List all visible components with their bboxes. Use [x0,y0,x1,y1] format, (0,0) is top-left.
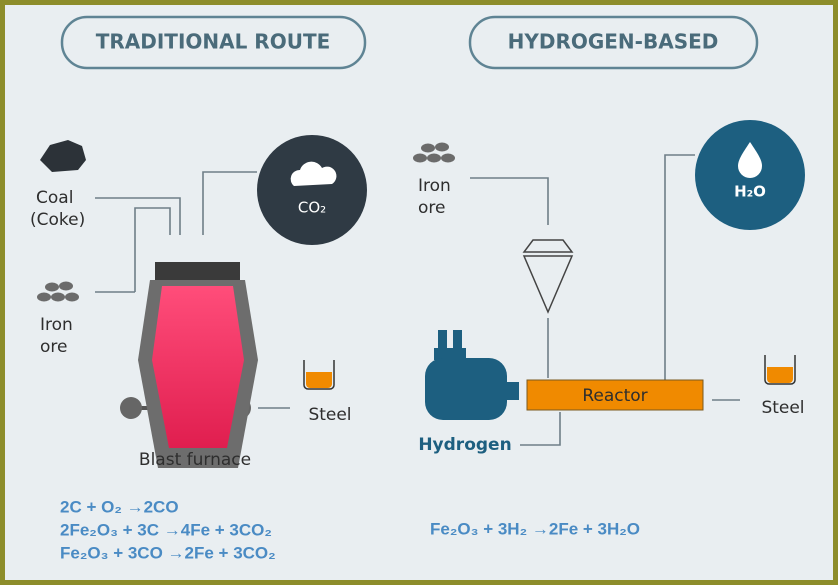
connector [134,207,171,292]
iron-ore-label: Iron [40,315,73,335]
steel-label: Steel [308,405,351,425]
steel-fill [767,367,793,383]
iron-ore-label: Iron [418,176,451,196]
connector [202,171,257,235]
hydrogen-label: Hydrogen [418,435,511,455]
steel-fill [306,372,332,388]
furnace-top [155,262,240,280]
coal-label: Coal [36,188,73,208]
connector [664,154,695,380]
equation: 2C + O₂ →2CO [60,497,179,516]
bucket [764,355,796,385]
furnace-core [152,286,244,448]
equation: 2Fe₂O₃ + 3C →4Fe + 3CO₂ [60,520,272,539]
connector [95,197,181,235]
cloud-icon [290,161,337,186]
coal-icon [40,140,86,172]
iron-ore-label: ore [418,198,445,218]
equation: Fe₂O₃ + 3H₂ →2Fe + 3H₂O [430,519,640,538]
furnace-label: Blast furnace [139,450,251,470]
heading-pill [468,15,759,70]
wheel [120,397,142,419]
drop-icon [738,142,762,178]
iron-ore-label: ore [40,337,67,357]
steel-label: Steel [761,398,804,418]
bucket [303,360,335,390]
h2o-label: H₂O [734,183,766,201]
connector [470,177,549,225]
iron-ore-icon [37,281,79,302]
co2-bubble [257,135,367,245]
reactor [526,379,704,411]
equation: Fe₂O₃ + 3CO →2Fe + 3CO₂ [60,543,276,562]
iron-ore-icon [413,142,455,163]
reactor-label: Reactor [582,386,647,406]
connector [520,412,561,446]
heading-pill [60,15,367,70]
heading: TRADITIONAL ROUTE [96,30,331,54]
hydrogen-tank [425,330,519,420]
heading: HYDROGEN-BASED [508,30,719,54]
coal-label: (Coke) [30,210,85,230]
co2-label: CO₂ [298,199,326,217]
hopper [522,239,574,314]
